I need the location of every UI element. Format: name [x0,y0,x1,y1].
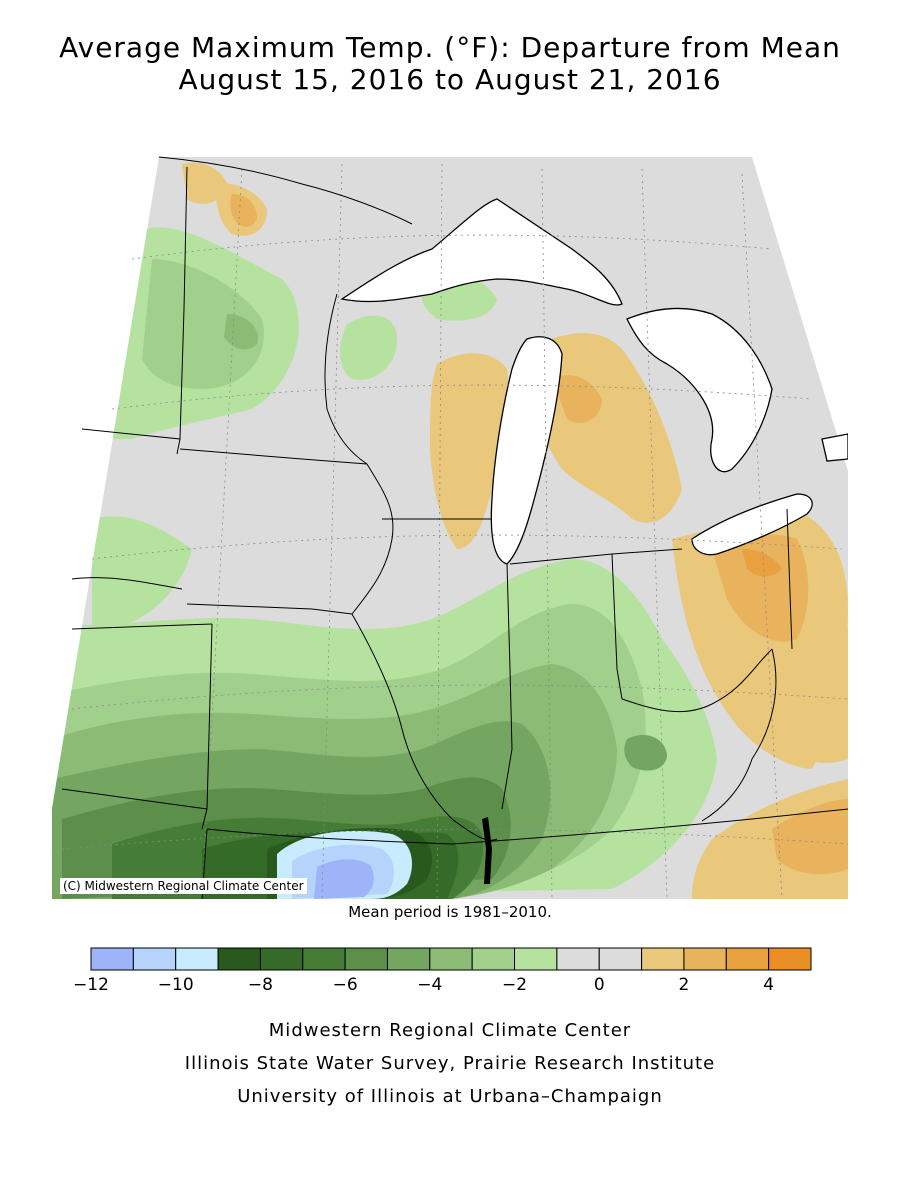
border-mn-ia [179,448,368,465]
lake-erie [691,493,813,556]
map-title: Average Maximum Temp. (°F): Departure fr… [59,31,841,64]
legend-swatch [175,947,219,971]
zone-orange-3-oh [742,549,782,577]
zone-green-3-north [224,314,258,350]
border-oh-pa [786,508,793,650]
legend-tick: −6 [332,975,358,995]
lake-huron [626,307,773,473]
zone-orange-2-ky [772,799,848,875]
zone-green-light-mn [340,315,397,380]
legend-tick: −2 [501,975,528,995]
border-nd-sd [81,428,181,455]
border-ok-ks [61,788,208,810]
footer-university: University of Illinois at Urbana–Champai… [237,1086,663,1107]
legend-swatch [259,947,304,971]
legend-swatch [598,947,643,971]
zone-orange-2-lp [552,375,602,423]
legend-tick: 4 [763,975,775,995]
border-mi-oh [509,548,683,565]
lake-superior [340,198,623,306]
temperature-shading [52,157,848,899]
legend-tick: 0 [593,975,605,995]
legend-tick: 2 [678,975,690,995]
border-in-oh [611,553,623,700]
lake-ontario [821,433,848,462]
legend-swatch [386,947,431,971]
zone-green-2-north [142,259,264,389]
legend-swatch [217,947,261,971]
legend-swatch [132,947,177,971]
border-il-in [501,563,513,810]
zone-green-4-in [624,735,667,771]
color-legend [90,947,812,977]
legend-swatch [768,947,812,971]
state-boundaries [61,156,848,899]
footer-organization: Midwestern Regional Climate Center [268,1020,632,1041]
great-lakes [340,198,848,565]
legend-swatch [514,947,558,971]
border-il-mo-ky [351,613,498,841]
zone-orange-2-arrowhead [230,194,257,227]
legend-swatch [344,947,388,971]
graticule [61,163,848,899]
legend-swatch [556,947,600,971]
zone-orange-1-wi [430,353,509,549]
border-ne-ks [71,623,213,630]
legend-swatch [725,947,770,971]
river-islands [482,817,492,884]
legend-swatch [90,947,134,971]
border-ia-il [351,463,394,615]
legend-swatch [683,947,727,971]
border-ia-mo [186,603,353,615]
border-sd-ne [71,577,183,590]
border-mo-ar [206,828,453,845]
footer-survey: Illinois State Water Survey, Prairie Res… [184,1053,716,1074]
mean-period-note: Mean period is 1981–2010. [348,903,552,921]
border-oh-ky [621,648,773,713]
legend-tick: −4 [417,975,443,995]
border-ky-tn [451,808,848,845]
legend-swatch [429,947,473,971]
border-mn-wi [324,293,368,465]
map-copyright: (C) Midwestern Regional Climate Center [60,878,307,894]
legend-tick-labels: −12 −10 −8 −6 −4 −2 0 2 4 [0,975,900,999]
legend-tick: −12 [73,975,109,995]
zone-green-light-west [92,516,192,629]
zone-orange-1-nw [182,162,227,204]
border-nd-mn [179,166,188,440]
border-us-canada-west [158,156,413,225]
lake-michigan [490,336,563,565]
border-wv [701,648,777,822]
legend-swatch [471,947,516,971]
map-date-range: August 15, 2016 to August 21, 2016 [178,63,722,96]
legend-tick: −10 [157,975,194,995]
zone-blue-3 [314,859,374,899]
zone-orange-1-wv [752,629,848,763]
legend-swatch [302,947,346,971]
temperature-departure-map [52,109,848,899]
legend-swatch [641,947,685,971]
legend-tick: −8 [247,975,273,995]
zone-orange-2-oh [712,534,809,642]
